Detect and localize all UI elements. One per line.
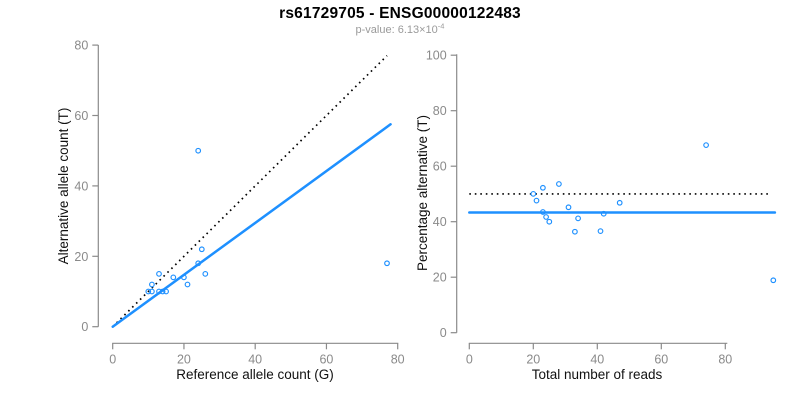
identity-line-left-panel [112,55,388,328]
data-point-left-panel [195,260,202,267]
y-tick-label-right-panel: 40 [433,215,447,229]
data-point-left-panel [149,288,155,295]
x-tick-label-right-panel: 20 [526,352,540,366]
x-tick-label-right-panel: 40 [590,352,604,366]
data-point-right-panel [770,277,777,284]
x-tick-label-right-panel: 0 [466,352,473,366]
data-point-left-panel [156,271,162,277]
data-point-right-panel [546,218,553,225]
data-point-right-panel [572,228,578,235]
data-point-left-panel [163,288,169,295]
data-point-right-panel [565,204,572,211]
x-axis-title-right-panel: Total number of reads [532,367,663,382]
data-point-right-panel [543,214,549,220]
data-point-left-panel [181,274,187,281]
data-point-right-panel [540,184,546,191]
data-point-left-panel [198,246,205,253]
data-point-left-panel [170,274,177,281]
y-tick-label-left-panel: 0 [81,320,88,334]
data-point-right-panel [703,142,709,148]
y-axis-title-left-panel: Alternative allele count (T) [56,108,71,265]
data-point-left-panel [202,271,209,277]
data-point-right-panel [533,197,540,204]
x-axis-title-left-panel: Reference allele count (G) [176,367,334,382]
data-point-right-panel [600,210,607,217]
y-tick-label-left-panel: 20 [74,250,88,264]
x-tick-label-left-panel: 0 [109,352,116,366]
x-tick-label-left-panel: 80 [391,352,405,366]
y-tick-label-right-panel: 60 [433,160,447,174]
x-tick-label-left-panel: 20 [177,352,191,366]
data-point-left-panel [384,260,390,267]
data-point-left-panel [145,288,152,295]
fit-line-left-panel [111,123,392,328]
data-point-left-panel [195,147,202,154]
y-tick-label-right-panel: 80 [433,104,447,118]
y-tick-label-right-panel: 100 [426,49,447,63]
data-point-right-panel [575,215,581,222]
x-tick-label-right-panel: 80 [718,352,732,366]
data-point-right-panel [556,181,562,187]
x-tick-label-left-panel: 40 [248,352,262,366]
y-tick-label-left-panel: 60 [74,109,88,123]
data-point-left-panel [149,281,155,288]
y-tick-label-left-panel: 40 [74,179,88,193]
data-point-left-panel [156,288,162,295]
pvalue-exponent: -4 [437,21,445,31]
pvalue-subtitle: p-value: 6.13×10-4 [0,21,800,36]
pvalue-value: 6.13×10 [397,24,438,36]
y-tick-label-left-panel: 80 [74,39,88,53]
data-point-left-panel [159,288,166,295]
pvalue-label: p-value: [355,24,398,36]
data-point-right-panel [597,228,604,234]
y-tick-label-right-panel: 20 [433,271,447,285]
data-point-right-panel [530,191,537,197]
x-tick-label-right-panel: 60 [654,352,668,366]
data-point-right-panel [616,199,623,206]
x-tick-label-left-panel: 60 [319,352,333,366]
data-point-left-panel [184,281,191,288]
page-title: rs61729705 - ENSG00000122483 [279,5,521,22]
y-axis-title-right-panel: Percentage alternative (T) [415,115,430,271]
data-point-right-panel [540,209,546,215]
y-tick-label-right-panel: 0 [440,326,447,340]
